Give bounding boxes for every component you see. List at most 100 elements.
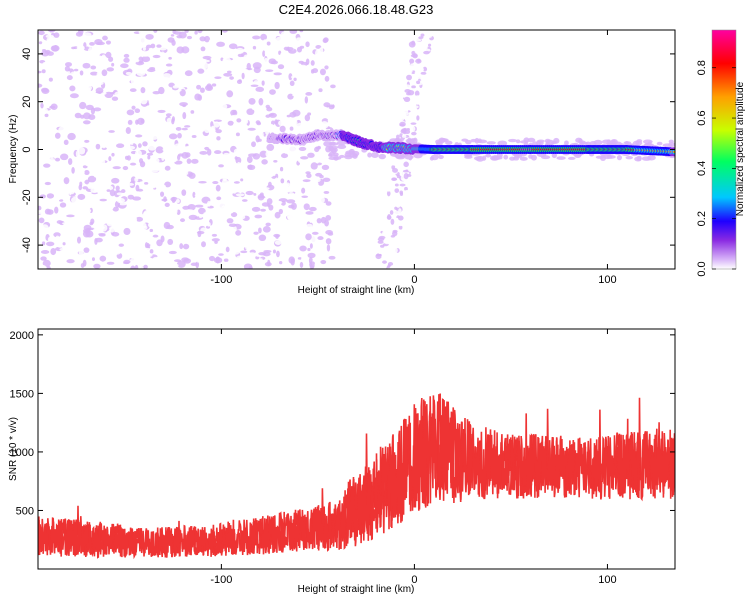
spectrogram-noise-blob: [240, 178, 244, 182]
spectrogram-noise-blob: [282, 114, 287, 119]
spectrogram-noise-blob: [172, 30, 176, 34]
spectrogram-noise-blob: [171, 116, 175, 123]
spectrogram-noise-blob: [314, 58, 320, 63]
spectrogram-noise-blob: [398, 208, 402, 215]
spectrogram-noise-blob: [523, 99, 528, 105]
spectrogram-noise-blob: [226, 70, 232, 74]
spectrogram-noise-blob: [314, 93, 322, 97]
spectrogram-noise-blob: [262, 39, 268, 44]
spectrogram-noise-blob: [201, 123, 208, 129]
spectrogram-noise-blob: [412, 107, 418, 112]
spectrogram-noise-blob: [392, 201, 396, 208]
spectrogram-noise-blob: [42, 61, 48, 68]
spectrogram-noise-blob: [223, 258, 229, 262]
spectrogram-noise-blob: [138, 158, 144, 164]
spectrogram-noise-blob: [59, 153, 69, 161]
spectrogram-noise-blob: [209, 53, 215, 57]
spectrogram-noise-blob: [111, 141, 115, 147]
spectrogram-noise-blob: [235, 47, 245, 54]
spectrogram-noise-blob: [283, 182, 291, 187]
spectrogram-noise-blob: [274, 119, 278, 125]
spectrogram-noise-blob: [299, 30, 304, 33]
spectrogram-noise-blob: [550, 265, 554, 269]
spectrogram-noise-blob: [140, 87, 146, 94]
spectrogram-noise-blob: [266, 143, 275, 151]
spectrogram-noise-blob: [625, 156, 633, 160]
spectrogram-noise-blob: [281, 153, 289, 159]
spectrogram-noise-blob: [370, 152, 379, 159]
spectrogram-noise-blob: [282, 69, 291, 73]
spectrogram-noise-blob: [245, 245, 252, 250]
spectrogram-noise-blob: [47, 236, 55, 243]
spectrogram-noise-blob: [523, 137, 530, 143]
spectrogram-noise-blob: [403, 161, 409, 168]
spectrogram-noise-blob: [58, 199, 64, 202]
spectrogram-noise-blob: [69, 222, 78, 226]
spectrogram-noise-blob: [402, 102, 407, 107]
spectrogram-noise-blob: [49, 156, 55, 164]
spectrogram-noise-blob: [301, 255, 306, 263]
spectrogram-noise-blob: [44, 49, 51, 55]
spectrogram-noise-blob: [271, 242, 275, 248]
spectrogram-noise-blob: [461, 30, 466, 33]
spectrogram-noise-blob: [57, 68, 61, 73]
spectrogram-noise-blob: [268, 113, 275, 116]
spectrogram-noise-blob: [315, 146, 321, 150]
spectrogram-noise-blob: [62, 222, 71, 225]
spectrogram-noise-blob: [59, 202, 67, 208]
spectrogram-noise-blob: [89, 41, 95, 46]
spectrogram-noise-blob: [118, 202, 128, 206]
spectrogram-noise-blob: [136, 37, 146, 44]
spectrogram-noise-blob: [389, 210, 394, 215]
spectrogram-noise-blob: [419, 67, 424, 72]
spectrogram-noise-blob: [164, 202, 170, 208]
spectrogram-noise-blob: [382, 260, 387, 264]
spectrogram-noise-blob: [391, 254, 397, 260]
spectrogram-noise-blob: [90, 71, 99, 76]
spectrogram-noise-blob: [76, 45, 85, 51]
spectrogram-noise-blob: [136, 237, 143, 242]
spectrogram-x-label: Height of straight line (km): [298, 285, 415, 296]
spectrogram-noise-blob: [602, 116, 608, 119]
spectrogram-y-tick-label: 40: [21, 48, 33, 60]
colorbar-label: Normalized spectral amplitude: [735, 81, 746, 216]
spectrogram-noise-blob: [300, 233, 305, 241]
spectrogram-noise-blob: [227, 120, 234, 126]
spectrogram-noise-blob: [196, 84, 202, 90]
spectrogram-noise-blob: [185, 145, 191, 149]
spectrogram-noise-blob: [111, 81, 118, 89]
spectrogram-noise-blob: [400, 129, 407, 134]
spectrogram-noise-blob: [82, 62, 91, 69]
spectrogram-noise-blob: [99, 255, 107, 262]
spectrogram-noise-blob: [403, 96, 411, 103]
spectrogram-noise-blob: [120, 189, 126, 194]
spectrogram-noise-blob: [181, 151, 189, 159]
spectrogram-noise-blob: [248, 98, 256, 105]
spectrogram-noise-blob: [138, 56, 144, 64]
spectrogram-noise-blob: [593, 139, 603, 146]
spectrogram-noise-blob: [438, 161, 443, 167]
spectrogram-noise-blob: [263, 187, 270, 190]
spectrogram-noise-blob: [328, 153, 333, 157]
spectrogram-noise-blob: [482, 155, 487, 161]
spectrogram-noise-blob: [198, 181, 207, 184]
spectrogram-noise-blob: [613, 198, 619, 204]
spectrogram-noise-blob: [82, 259, 87, 267]
spectrogram-noise-blob: [587, 85, 591, 88]
spectrogram-noise-blob: [100, 184, 106, 189]
spectrogram-noise-blob: [39, 199, 43, 205]
snr-y-tick-label: 500: [16, 505, 34, 517]
spectrogram-noise-blob: [412, 53, 418, 59]
spectrogram-noise-blob: [57, 109, 63, 114]
spectrogram-noise-blob: [144, 86, 148, 89]
spectrogram-noise-blob: [196, 164, 202, 168]
spectrogram-noise-blob: [130, 78, 137, 85]
spectrogram-noise-blob: [132, 42, 142, 47]
spectrogram-noise-blob: [286, 114, 291, 118]
spectrogram-noise-blob: [208, 67, 216, 72]
spectrogram-noise-blob: [185, 209, 194, 214]
spectrogram-noise-blob: [172, 54, 177, 59]
spectrogram-noise-blob: [208, 255, 216, 262]
spectrogram-noise-blob: [310, 186, 318, 193]
spectrogram-noise-blob: [170, 34, 175, 37]
